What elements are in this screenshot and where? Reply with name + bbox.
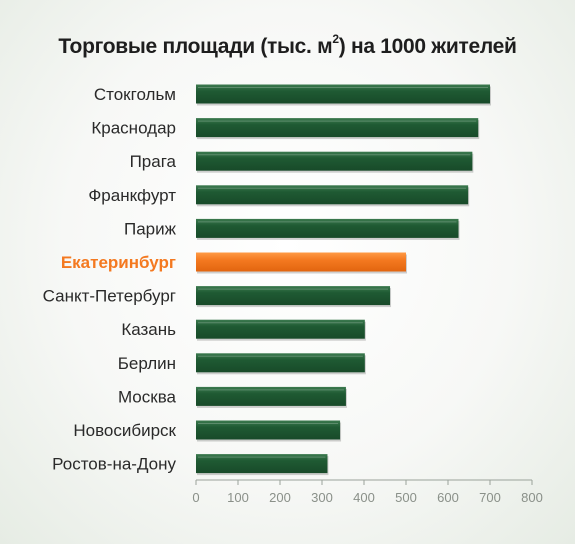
- category-label: Санкт-Петербург: [43, 287, 176, 306]
- category-label: Казань: [121, 320, 176, 339]
- bar: [196, 454, 328, 474]
- x-tick-label: 0: [192, 490, 199, 505]
- bar: [196, 386, 346, 406]
- bar: [196, 286, 391, 306]
- bar: [196, 151, 473, 171]
- bar-highlight: [196, 252, 406, 272]
- category-label: Париж: [124, 219, 177, 238]
- x-tick-label: 200: [269, 490, 291, 505]
- chart-title-end: ) на 1000 жителей: [338, 35, 517, 58]
- chart-title-superscript: 2: [332, 32, 339, 46]
- category-label: Стокгольм: [94, 85, 176, 104]
- bar: [196, 353, 365, 373]
- category-label: Новосибирск: [73, 421, 176, 440]
- x-tick-label: 400: [353, 490, 375, 505]
- bar: [196, 319, 365, 339]
- category-label: Москва: [118, 387, 177, 406]
- bar: [196, 420, 341, 440]
- bar: [196, 84, 490, 104]
- x-tick-label: 600: [437, 490, 459, 505]
- chart-title: Торговые площади (тыс. м2) на 1000 жител…: [0, 32, 575, 59]
- bar: [196, 185, 469, 205]
- category-label: Франкфурт: [88, 186, 176, 205]
- bar: [196, 118, 479, 138]
- category-label: Берлин: [118, 354, 176, 373]
- category-label: Прага: [130, 152, 177, 171]
- chart-title-main: Торговые площади (тыс. м: [58, 35, 333, 58]
- x-tick-label: 800: [521, 490, 543, 505]
- bar: [196, 218, 459, 238]
- x-tick-label: 100: [227, 490, 249, 505]
- x-tick-label: 700: [479, 490, 501, 505]
- category-label: Ростов-на-Дону: [52, 455, 176, 474]
- category-label: Краснодар: [91, 119, 176, 138]
- category-label-highlight: Екатеринбург: [61, 253, 176, 272]
- x-tick-label: 300: [311, 490, 333, 505]
- x-tick-label: 500: [395, 490, 417, 505]
